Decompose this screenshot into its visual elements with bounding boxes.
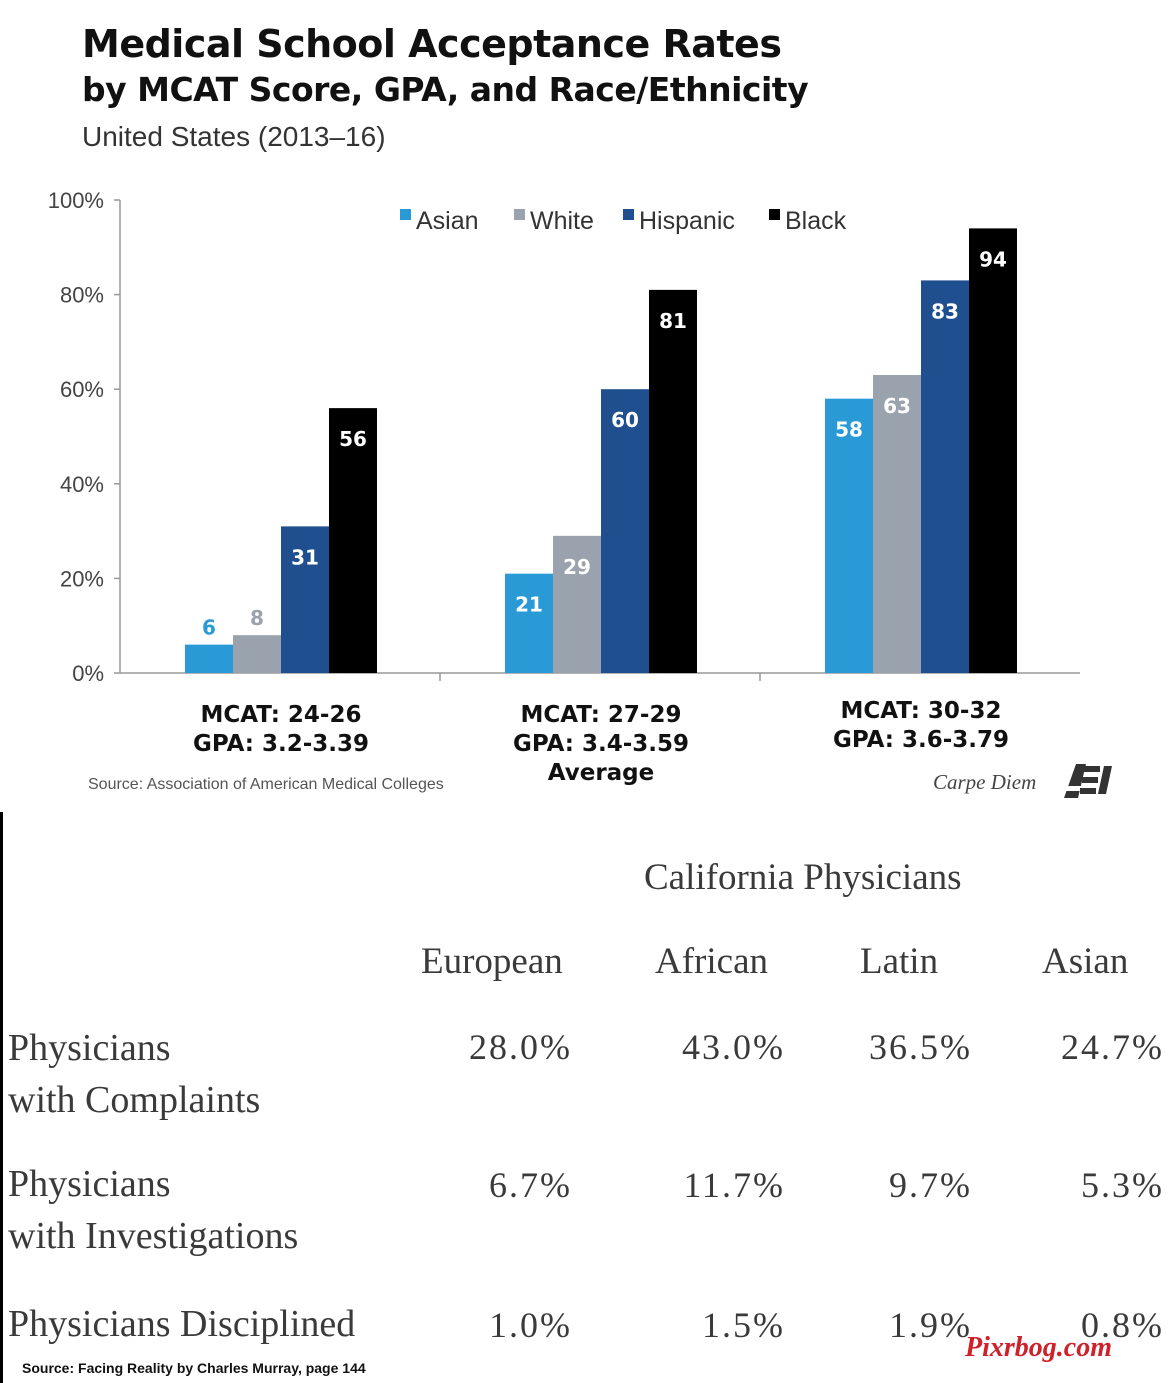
y-tick-label: 20% — [60, 566, 104, 591]
legend-swatch — [769, 209, 780, 220]
y-tick-label: 40% — [60, 472, 104, 497]
y-tick-label: 60% — [60, 377, 104, 402]
table-title: California Physicians — [644, 857, 962, 898]
x-category-label: GPA: 3.6-3.79 — [833, 727, 1009, 753]
aei-logo-icon — [1060, 760, 1120, 806]
table-cell: 1.9% — [889, 1305, 972, 1345]
data-label: 29 — [563, 555, 591, 579]
data-label: 94 — [979, 247, 1007, 271]
x-category-label: Average — [548, 760, 655, 786]
table-cell: 28.0% — [469, 1027, 572, 1067]
data-label: 58 — [835, 418, 863, 442]
x-category-label: MCAT: 24-26 — [201, 702, 362, 728]
data-label: 6 — [202, 616, 216, 640]
table-cell: 1.5% — [702, 1305, 785, 1345]
watermark: Pixrbog.com — [965, 1332, 1112, 1363]
bar-asian — [505, 573, 553, 673]
row-label-line2: with Complaints — [8, 1079, 261, 1121]
carpe-diem-brand: Carpe Diem — [933, 770, 1037, 794]
chart-title: Medical School Acceptance Rates — [82, 22, 782, 66]
chart-subtitle: United States (2013–16) — [82, 121, 386, 152]
bar-black — [649, 289, 697, 673]
x-category-label: GPA: 3.4-3.59 — [513, 731, 689, 757]
table-cell: 0.8% — [1081, 1305, 1164, 1345]
chart-title-line2: by MCAT Score, GPA, and Race/Ethnicity — [82, 70, 809, 109]
legend-swatch — [514, 209, 525, 220]
left-border — [0, 812, 3, 1383]
column-header-asian: Asian — [1042, 941, 1129, 982]
data-label: 56 — [339, 427, 367, 451]
data-label: 81 — [659, 309, 687, 333]
table-cell: 1.0% — [489, 1305, 572, 1345]
bar-asian — [185, 644, 233, 673]
legend-label: Black — [785, 207, 847, 235]
legend-swatch — [623, 209, 634, 220]
table-cell: 9.7% — [889, 1165, 972, 1205]
x-category-label: GPA: 3.2-3.39 — [193, 731, 369, 757]
x-category-label: MCAT: 30-32 — [841, 698, 1002, 724]
data-label: 63 — [883, 394, 911, 418]
bar-black — [969, 228, 1017, 673]
x-category-label: MCAT: 27-29 — [521, 702, 682, 728]
table-cell: 6.7% — [489, 1165, 572, 1205]
bar-black — [329, 408, 377, 673]
bar-asian — [825, 398, 873, 673]
row-label-line1: Physicians — [8, 1163, 171, 1205]
table-cell: 5.3% — [1081, 1165, 1164, 1205]
legend-swatch — [400, 209, 411, 220]
table-cell: 24.7% — [1061, 1027, 1164, 1067]
bar-white — [873, 375, 921, 673]
data-label: 31 — [291, 545, 319, 569]
data-label: 83 — [931, 299, 959, 323]
bar-white — [233, 635, 281, 673]
data-label: 8 — [250, 606, 264, 630]
bar-hispanic — [601, 389, 649, 673]
row-label-complaints: Physicians with Complaints — [8, 1022, 260, 1126]
table-source: Source: Facing Reality by Charles Murray… — [22, 1360, 366, 1376]
bar-hispanic — [281, 526, 329, 673]
y-tick-label: 80% — [60, 283, 104, 308]
table-cell: 36.5% — [869, 1027, 972, 1067]
bar-white — [553, 535, 601, 673]
bar-hispanic — [921, 280, 969, 673]
column-header-african: African — [655, 941, 768, 982]
table-cell: 11.7% — [683, 1165, 785, 1205]
legend-label: White — [530, 207, 594, 235]
row-label-line1: Physicians — [8, 1027, 171, 1069]
row-label-disciplined: Physicians Disciplined — [8, 1298, 355, 1350]
row-label-line2: with Investigations — [8, 1215, 299, 1257]
column-header-european: European — [421, 941, 563, 982]
data-label: 21 — [515, 593, 543, 617]
chart-panel: Medical School Acceptance Rates by MCAT … — [47, 22, 1120, 806]
bar-chart: 0% 20% 40% 60% 80% 100% 6 8 31 56 MCAT: 24-26 GPA: … — [48, 188, 1080, 786]
table-cell: 43.0% — [682, 1027, 785, 1067]
physicians-table-panel: California Physicians European African L… — [0, 812, 1170, 1383]
chart-source: Source: Association of American Medical … — [88, 776, 444, 793]
data-label: 60 — [611, 408, 639, 432]
legend-label: Asian — [416, 207, 479, 235]
y-tick-label: 0% — [72, 661, 104, 686]
legend-label: Hispanic — [639, 207, 735, 235]
row-label-line1: Physicians Disciplined — [8, 1303, 356, 1345]
y-tick-label: 100% — [48, 188, 104, 213]
column-header-latin: Latin — [860, 941, 939, 982]
row-label-investigations: Physicians with Investigations — [8, 1158, 298, 1262]
